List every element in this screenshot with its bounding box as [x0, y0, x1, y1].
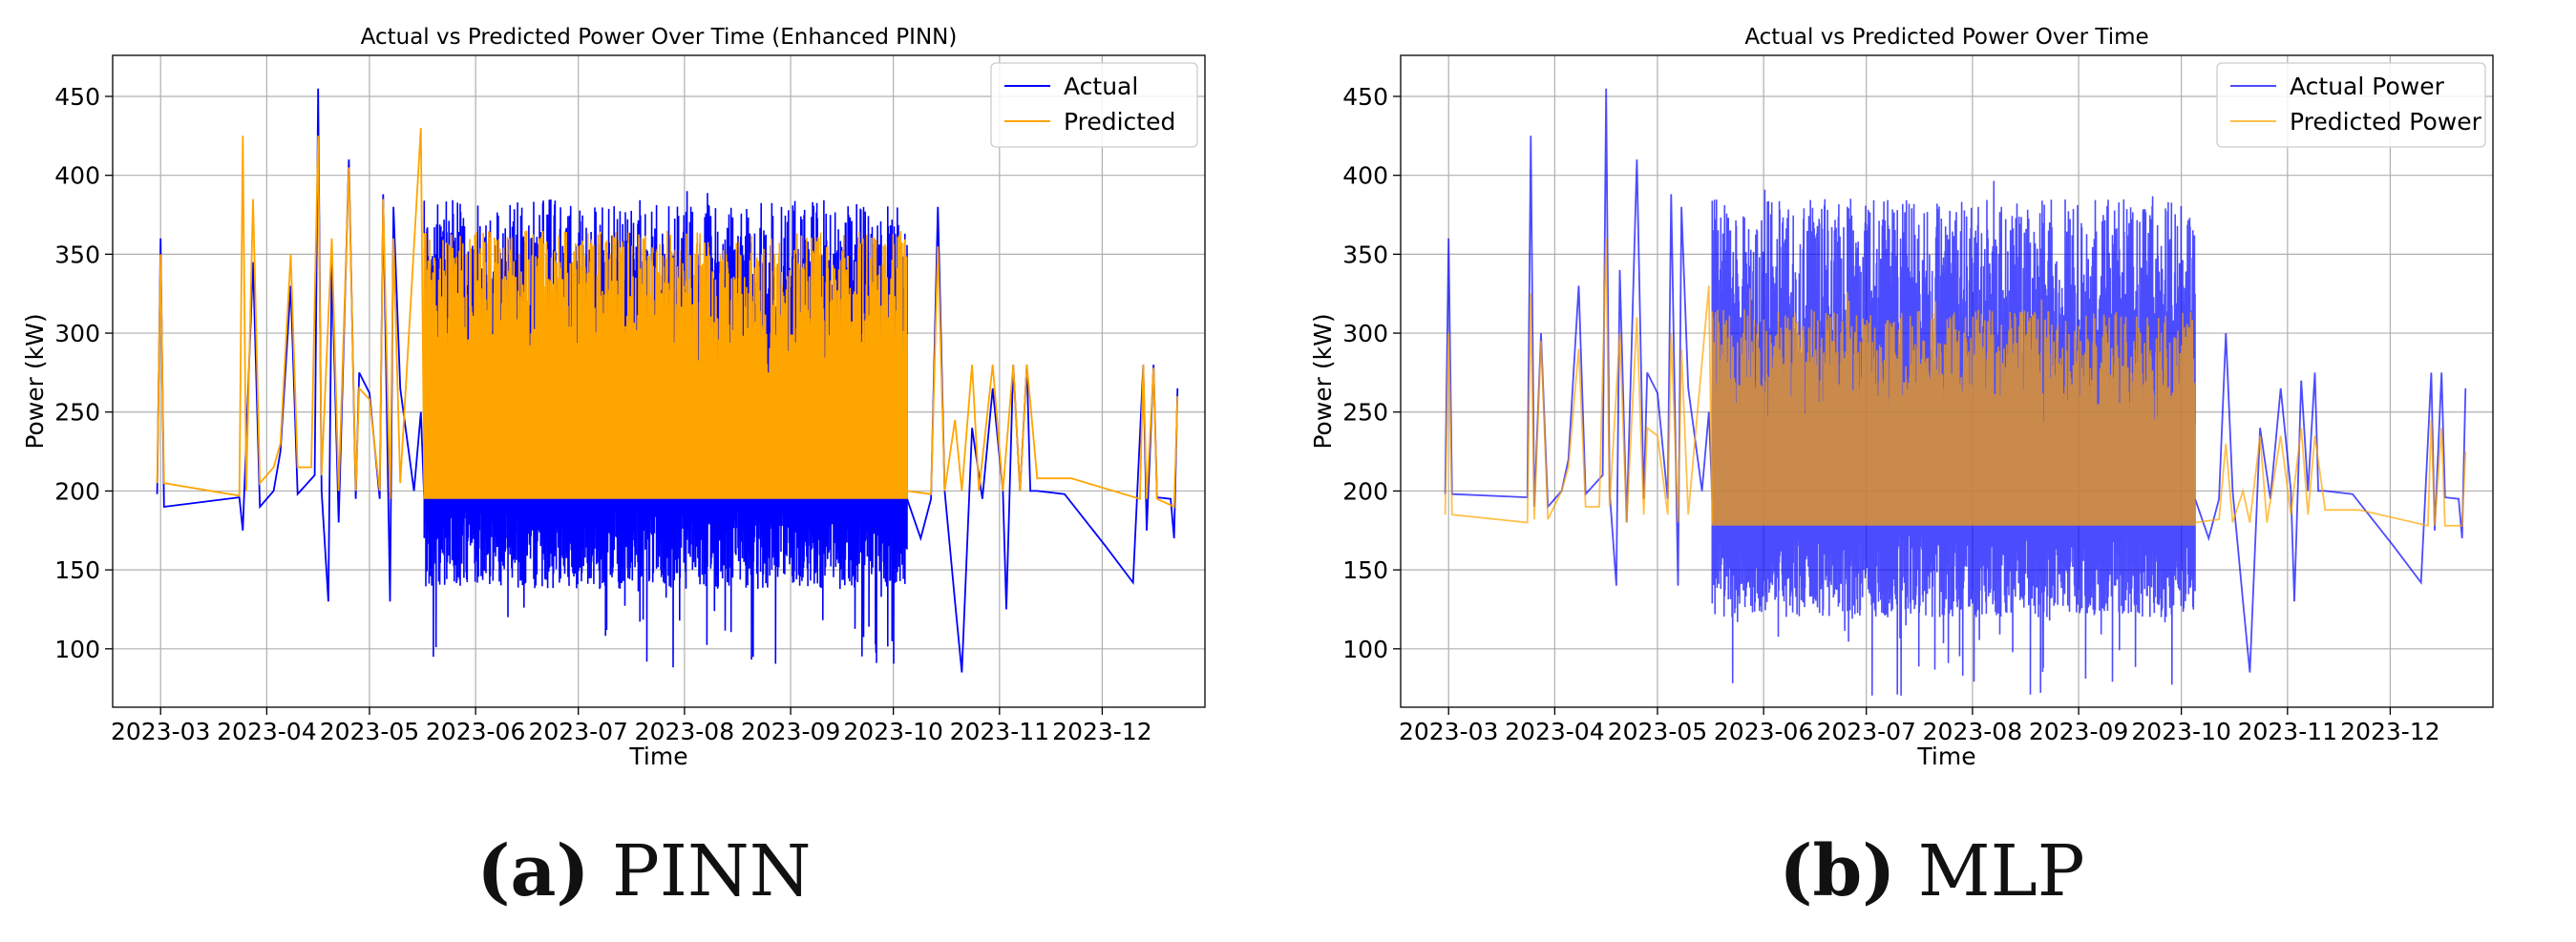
x-tick-label: 2023-06: [426, 718, 525, 745]
legend-label: Actual Power: [2290, 73, 2445, 100]
y-tick-label: 200: [54, 477, 100, 505]
legend: Actual Predicted: [990, 62, 1198, 148]
y-tick-label: 300: [1342, 320, 1388, 347]
series-line-actual-power-late: [2194, 333, 2467, 673]
x-axis-label: Time: [1916, 743, 1975, 770]
chart-mlp: Actual vs Predicted Power Over Time 100 15…: [1309, 25, 2494, 770]
x-tick-label: 2023-10: [843, 718, 942, 745]
plot-area: [1444, 88, 2467, 696]
caption-text: PINN: [611, 830, 812, 912]
x-tick-label: 2023-09: [2029, 718, 2128, 745]
y-tick-label: 400: [1342, 162, 1388, 190]
chart-panel-pinn: Actual vs Predicted Power Over Time (Enh…: [0, 25, 1288, 912]
x-tick-label: 2023-12: [1052, 718, 1151, 745]
y-axis-label: Power (kW): [21, 313, 49, 449]
legend-box: [990, 62, 1198, 148]
plot-area: [156, 88, 1179, 673]
x-tick-label: 2023-10: [2131, 718, 2230, 745]
chart-panel-mlp: Actual vs Predicted Power Over Time 100 15…: [1288, 0, 2576, 942]
series-line-predicted-dense: [423, 230, 908, 499]
y-tick-label: 150: [1342, 556, 1388, 584]
axes-frame: [1400, 54, 2494, 708]
y-tick-label: 250: [1342, 399, 1388, 427]
series-line-actual-late: [906, 206, 1179, 673]
x-tick-label: 2023-09: [741, 718, 840, 745]
caption-letter: (a): [476, 830, 590, 912]
legend-label: Predicted Power: [2290, 108, 2482, 136]
x-tick-label: 2023-08: [1923, 718, 2022, 745]
x-tick-label: 2023-11: [2238, 718, 2337, 745]
y-tick-label: 250: [54, 399, 100, 427]
chart-pinn: Actual vs Predicted Power Over Time (Enh…: [21, 25, 1206, 770]
x-tick-label: 2023-08: [635, 718, 734, 745]
y-tick-label: 350: [1342, 241, 1388, 268]
legend: Actual Power Predicted Power: [2216, 62, 2486, 148]
series-line-predicted-power-early: [1444, 238, 1714, 524]
x-tick-label: 2023-07: [528, 718, 627, 745]
x-tick-label: 2023-04: [217, 718, 316, 745]
x-tick-label: 2023-07: [1816, 718, 1915, 745]
legend-box: [2216, 62, 2486, 148]
chart-title: Actual vs Predicted Power Over Time: [1744, 25, 2148, 50]
chart-title: Actual vs Predicted Power Over Time (Enh…: [361, 25, 958, 50]
y-tick-label: 100: [54, 636, 100, 663]
series-line-predicted-late: [906, 246, 1179, 509]
caption-mlp: (b) MLP: [1288, 830, 2576, 912]
x-tick-label: 2023-06: [1714, 718, 1813, 745]
y-tick-label: 300: [54, 320, 100, 347]
x-axis-label: Time: [628, 743, 687, 770]
series-line-actual-early: [156, 88, 426, 602]
y-tick-label: 100: [1342, 636, 1388, 663]
x-tick-label: 2023-04: [1505, 718, 1604, 745]
series-line-predicted-power-late: [2194, 419, 2467, 527]
caption-pinn: (a) PINN: [0, 830, 1288, 912]
legend-label: Actual: [1064, 73, 1138, 100]
series-line-predicted-power-dense: [1711, 288, 2196, 526]
y-tick-label: 450: [1342, 83, 1388, 111]
x-tick-label: 2023-12: [2340, 718, 2439, 745]
caption-letter: (b): [1779, 830, 1896, 912]
x-tick-label: 2023-05: [1608, 718, 1707, 745]
y-tick-label: 200: [1342, 477, 1388, 505]
legend-label: Predicted: [1064, 108, 1175, 136]
y-tick-label: 350: [54, 241, 100, 268]
series-line-predicted-early: [156, 128, 426, 499]
x-tick-label: 2023-11: [950, 718, 1049, 745]
y-tick-label: 150: [54, 556, 100, 584]
y-axis-label: Power (kW): [1309, 313, 1337, 449]
x-tick-label: 2023-05: [320, 718, 419, 745]
x-tick-label: 2023-03: [111, 718, 210, 745]
y-tick-label: 400: [54, 162, 100, 190]
x-tick-label: 2023-03: [1399, 718, 1498, 745]
y-tick-label: 450: [54, 83, 100, 111]
axes-frame: [112, 54, 1206, 708]
caption-text: MLP: [1917, 830, 2085, 912]
